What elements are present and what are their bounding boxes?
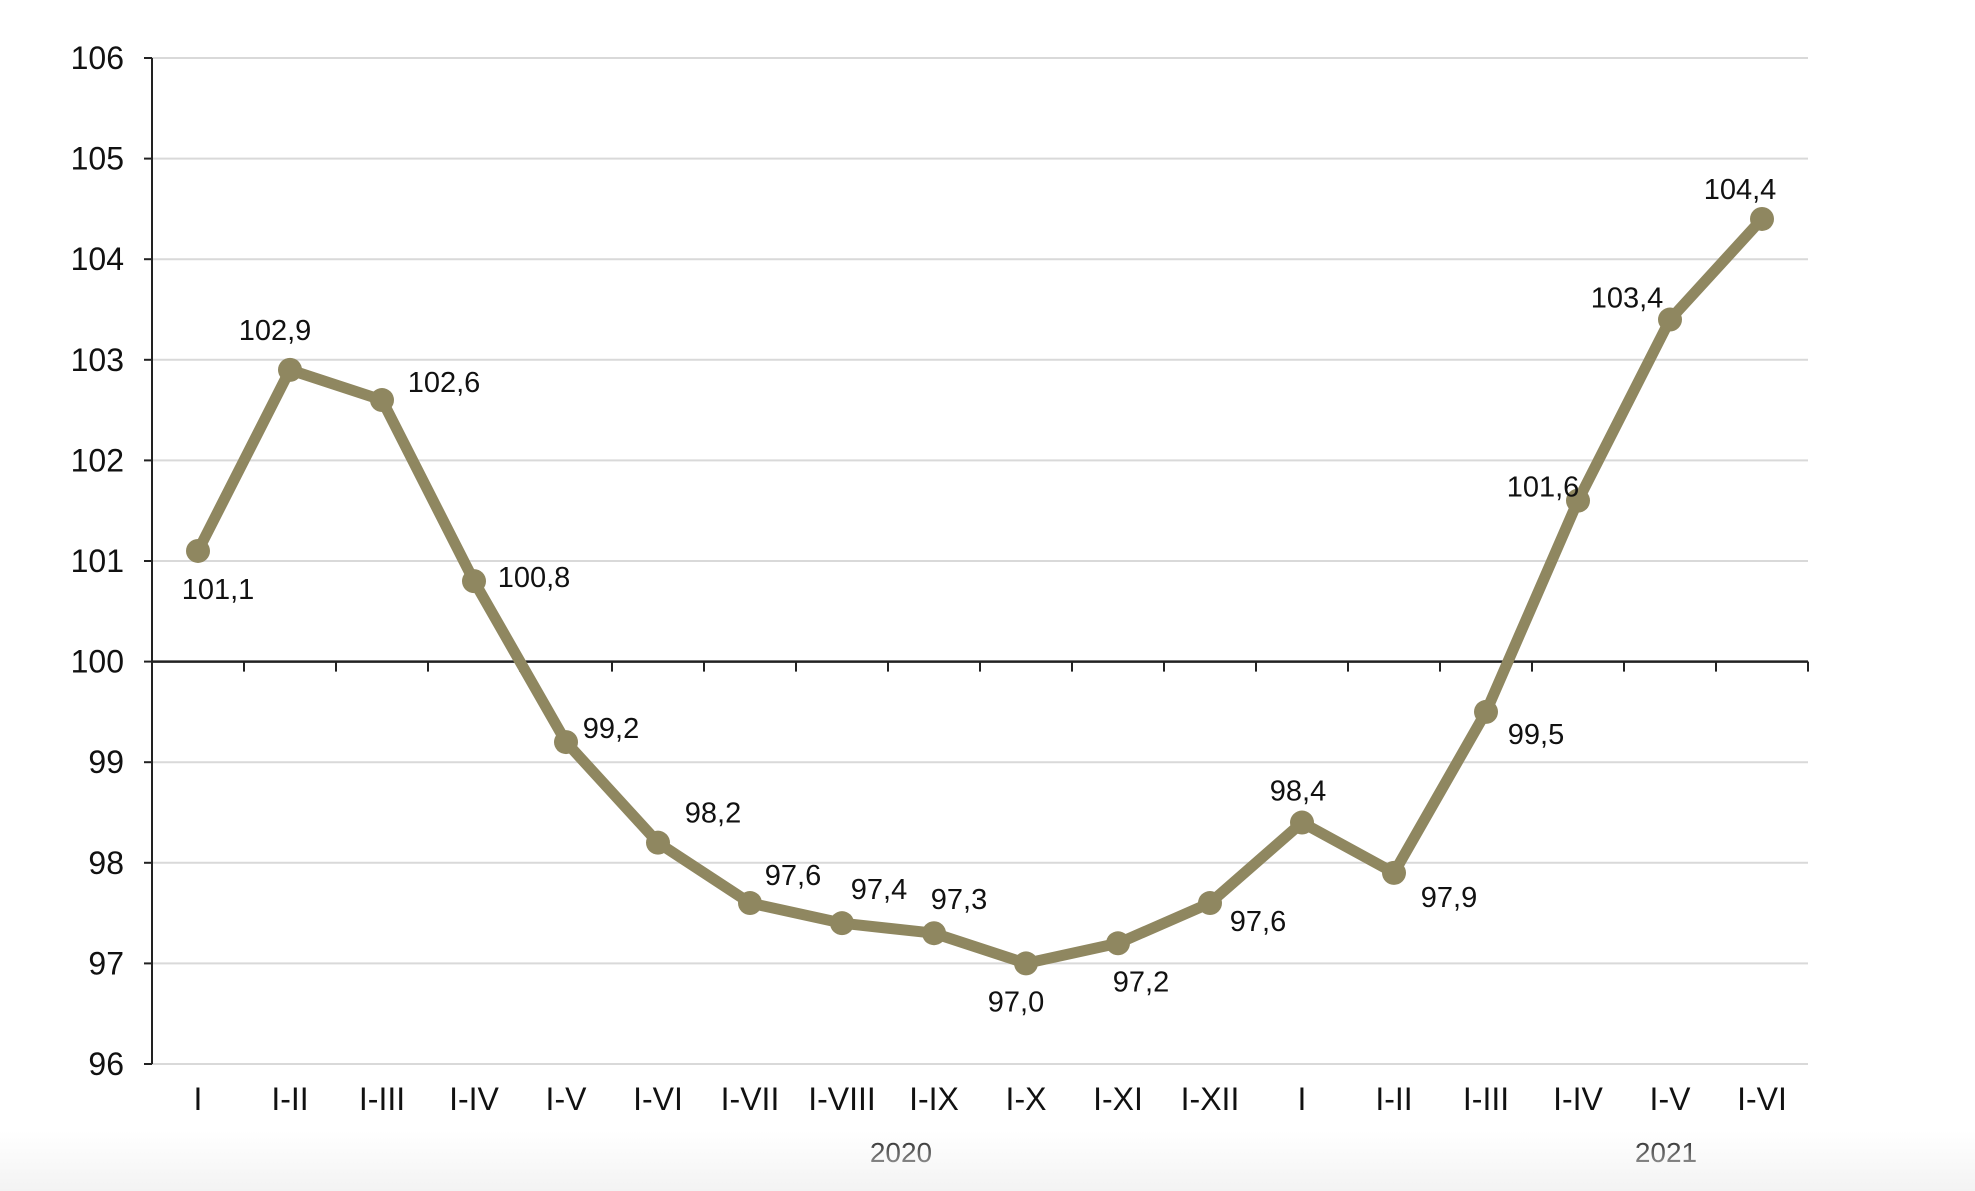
y-tick-label: 99: [88, 744, 124, 780]
x-tick-label: I-II: [271, 1081, 308, 1117]
data-label: 99,2: [583, 713, 639, 745]
data-point: [1014, 951, 1038, 976]
y-tick-label: 102: [71, 442, 124, 478]
data-label: 99,5: [1508, 719, 1564, 751]
y-tick-label: 100: [71, 644, 124, 680]
y-tick-label: 98: [88, 845, 124, 881]
x-tick-label: I-VI: [633, 1081, 683, 1117]
x-tick-label: I-XI: [1093, 1081, 1143, 1117]
x-tick-label: I-IX: [909, 1081, 959, 1117]
y-tick-label: 103: [71, 342, 124, 378]
data-point: [1750, 206, 1774, 231]
x-tick-label: I: [1298, 1081, 1307, 1117]
data-point: [462, 569, 486, 594]
x-tick-label: I: [194, 1081, 203, 1117]
y-tick-label: 101: [71, 543, 124, 579]
data-point: [738, 891, 762, 916]
data-label: 102,9: [239, 315, 312, 347]
x-tick-label: I-VII: [721, 1081, 780, 1117]
data-label: 98,2: [685, 798, 741, 830]
data-label: 102,6: [408, 367, 481, 399]
data-label: 97,6: [765, 860, 821, 892]
data-point: [186, 538, 210, 563]
data-point: [922, 921, 946, 946]
data-point: [1474, 699, 1498, 724]
x-tick-label: I-V: [546, 1081, 588, 1117]
data-label: 97,2: [1113, 966, 1169, 998]
x-tick-label: I-V: [1650, 1081, 1692, 1117]
data-label: 97,0: [988, 986, 1044, 1018]
data-label: 97,9: [1421, 882, 1477, 914]
data-label: 100,8: [498, 562, 571, 594]
data-label: 98,4: [1270, 776, 1326, 808]
y-tick-label: 106: [71, 40, 124, 76]
data-point: [1106, 931, 1130, 956]
y-tick-label: 97: [88, 945, 124, 981]
data-point: [554, 730, 578, 755]
data-point: [1658, 307, 1682, 332]
data-point: [370, 388, 394, 413]
data-point: [1198, 891, 1222, 916]
data-label: 104,4: [1704, 174, 1777, 206]
y-tick-label: 96: [88, 1046, 124, 1082]
data-label: 101,1: [182, 574, 255, 606]
data-point: [278, 357, 302, 382]
series-line: [192, 213, 1768, 969]
data-label: 103,4: [1591, 283, 1664, 315]
x-tick-label: I-XII: [1181, 1081, 1240, 1117]
data-point: [1382, 860, 1406, 885]
data-series: [186, 206, 1774, 976]
y-tick-label: 105: [71, 141, 124, 177]
x-tick-label: I-X: [1006, 1081, 1047, 1117]
x-tick-label: I-III: [359, 1081, 405, 1117]
x-tick-label: I-IV: [449, 1081, 499, 1117]
bottom-fade: [0, 1131, 1975, 1191]
data-point: [830, 911, 854, 936]
data-point: [646, 830, 670, 855]
data-label: 101,6: [1507, 472, 1580, 504]
gridlines: [152, 57, 1808, 1065]
x-tick-label: I-VI: [1737, 1081, 1787, 1117]
axes: [144, 57, 1809, 1065]
data-label: 97,6: [1230, 906, 1286, 938]
y-tick-label: 104: [71, 241, 124, 277]
x-tick-label: I-II: [1375, 1081, 1412, 1117]
data-point: [1290, 810, 1314, 835]
x-tick-label: I-VIII: [808, 1081, 876, 1117]
data-label: 97,3: [931, 884, 987, 916]
data-labels: 101,1 102,9 102,6 100,8 99,2 98,2 97,6 97,4 97,3…: [182, 174, 1777, 1018]
data-point: [1566, 488, 1590, 513]
x-tick-label: I-III: [1463, 1081, 1509, 1117]
x-tick-label: I-IV: [1553, 1081, 1603, 1117]
data-label: 97,4: [851, 874, 907, 906]
